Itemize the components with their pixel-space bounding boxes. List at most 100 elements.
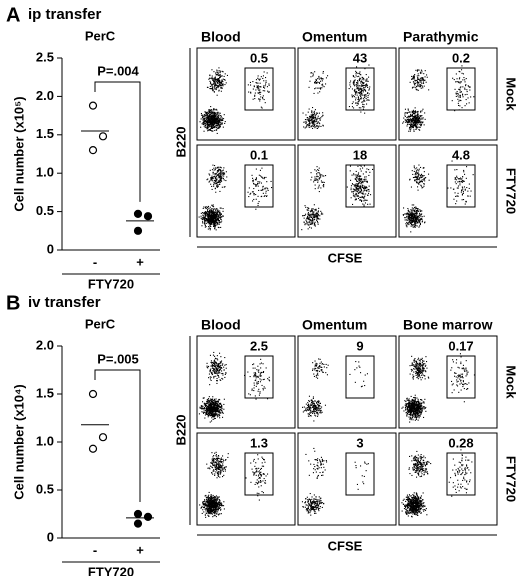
dot [215, 398, 217, 400]
dot [210, 210, 212, 212]
dot [407, 219, 409, 221]
dot [361, 192, 363, 194]
dot [462, 86, 464, 88]
dot [223, 167, 225, 169]
dot [411, 398, 413, 400]
dot [409, 416, 411, 418]
dot [213, 126, 215, 128]
dot [204, 127, 206, 129]
dot [315, 406, 317, 408]
dot [211, 373, 213, 375]
dot [462, 93, 464, 95]
dot [362, 91, 364, 93]
dot [216, 363, 218, 365]
dot [406, 405, 408, 407]
dot [214, 129, 216, 131]
dot [210, 112, 212, 114]
dot [220, 178, 222, 180]
dot [416, 413, 418, 415]
dot [213, 114, 215, 116]
dot [306, 223, 308, 225]
dot [424, 112, 426, 114]
dot [355, 74, 357, 76]
dot [322, 185, 324, 187]
dot [217, 78, 219, 80]
dot [420, 80, 422, 82]
dot [314, 188, 316, 190]
dot [464, 105, 466, 107]
dot [219, 71, 221, 73]
dot [214, 220, 216, 222]
dot [462, 73, 464, 75]
dot [466, 93, 468, 95]
dot [415, 214, 417, 216]
dot [363, 187, 365, 189]
dot [220, 379, 222, 381]
dot [423, 175, 425, 177]
dot [317, 215, 319, 217]
dot [261, 189, 263, 191]
dot [358, 75, 360, 77]
dot [217, 120, 219, 122]
dot [412, 226, 414, 228]
dot [211, 400, 213, 402]
point [98, 132, 108, 141]
dot [209, 421, 211, 423]
dot [409, 122, 411, 124]
dot [215, 179, 217, 181]
dot [262, 388, 264, 390]
dot [413, 206, 415, 208]
dot [319, 366, 321, 368]
dot [423, 167, 425, 169]
y-tick-label: 1.0 [36, 433, 54, 448]
dot [313, 179, 315, 181]
dot [313, 375, 315, 377]
gate [345, 355, 375, 399]
dot [209, 219, 211, 221]
dot [367, 80, 369, 82]
dot [421, 174, 423, 176]
dot [318, 125, 320, 127]
dot [417, 208, 419, 210]
dot [414, 405, 416, 407]
dot [420, 166, 422, 168]
dot [452, 188, 454, 190]
dot [317, 121, 319, 123]
dot [459, 184, 461, 186]
dot [465, 200, 467, 202]
dot [355, 193, 357, 195]
dot [211, 364, 213, 366]
dot [267, 189, 269, 191]
dot [418, 417, 420, 419]
dot [223, 398, 225, 400]
gate [345, 67, 375, 111]
dot [225, 180, 227, 182]
dot [411, 124, 413, 126]
dot [206, 215, 208, 217]
dot [222, 81, 224, 83]
dot [220, 356, 222, 358]
dot [219, 179, 221, 181]
dot [363, 99, 365, 101]
dot [456, 177, 458, 179]
dot [209, 114, 211, 116]
dot [420, 86, 422, 88]
dot [215, 361, 217, 363]
dot [208, 211, 210, 213]
dot [319, 370, 321, 372]
dot [258, 394, 260, 396]
dot [360, 111, 362, 113]
dot [417, 415, 419, 417]
gate [345, 164, 375, 208]
dot [363, 86, 365, 88]
dot [262, 188, 264, 190]
dot [310, 126, 312, 128]
dot [213, 351, 215, 353]
dot [361, 78, 363, 80]
dot [414, 110, 416, 112]
dot [204, 211, 206, 213]
dot [219, 121, 221, 123]
dot [215, 181, 217, 183]
dot [355, 72, 357, 74]
dot [206, 118, 208, 120]
